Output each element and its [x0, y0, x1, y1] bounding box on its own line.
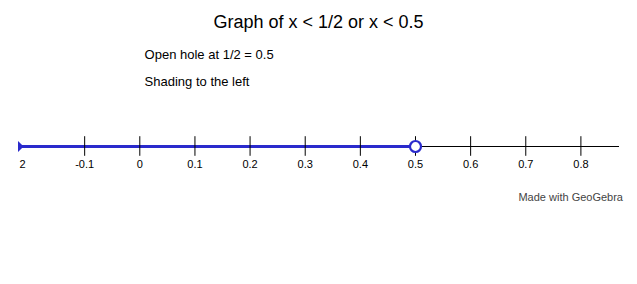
svg-text:-0.1: -0.1: [75, 158, 94, 170]
svg-text:2: 2: [20, 158, 26, 170]
html-text:Open hole at 1/2 = 0.5: Open hole at 1/2 = 0.5: [144, 47, 274, 62]
svg-text:0.4: 0.4: [353, 158, 368, 170]
html-text:Made with GeoGebra: Made with GeoGebra: [518, 191, 623, 203]
svg-text:0.3: 0.3: [298, 158, 313, 170]
svg-text:0.6: 0.6: [463, 158, 478, 170]
html-text:Shading to the left: Shading to the left: [144, 74, 250, 89]
svg-text:0.8: 0.8: [573, 158, 588, 170]
svg-text:0.1: 0.1: [187, 158, 202, 170]
svg-text:0.5: 0.5: [408, 158, 423, 170]
svg-text:0.2: 0.2: [242, 158, 257, 170]
html-text:Graph of x < 1/2 or x < 0.5: Graph of x < 1/2 or x < 0.5: [213, 12, 424, 32]
svg-text:0: 0: [137, 158, 143, 170]
svg-text:0.7: 0.7: [518, 158, 533, 170]
